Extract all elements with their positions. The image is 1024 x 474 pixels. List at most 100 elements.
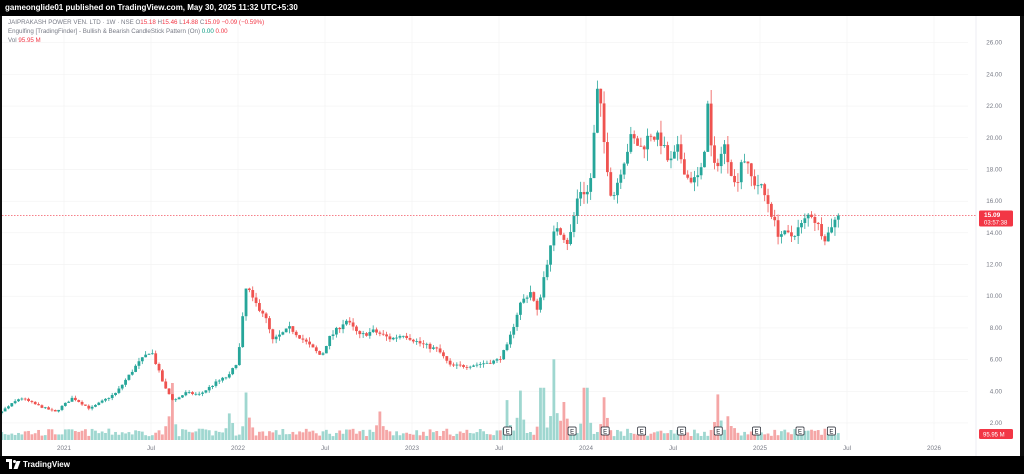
volume-bar [746,434,750,440]
volume-bar [836,433,840,440]
volume-bar [50,429,54,440]
volume-legend[interactable]: Vol 95.95 M [8,37,41,44]
volume-bar [23,431,27,440]
candle [268,318,271,330]
volume-bar [492,435,496,440]
price-tag-countdown: 03:57:38 [984,221,1008,227]
candle [689,177,693,183]
price-tick-label: 20.00 [986,135,1002,142]
candle [803,218,807,224]
candle [164,381,168,389]
volume-bar [84,429,87,440]
volume-bar [592,433,596,440]
volume-bar [723,429,726,440]
volume-bar [375,425,378,440]
volume-bar [385,429,388,440]
volume-bar [368,429,372,440]
candle [495,359,499,361]
volume-bar [271,432,275,440]
candle [726,144,730,163]
candle [612,195,616,196]
volume-bar [525,432,529,440]
candle [599,88,603,104]
volume-bar [790,434,793,440]
candle [311,344,315,348]
symbol-legend[interactable]: JAIPRAKASH POWER VEN. LTD · 1W · NSE O15… [8,19,265,26]
volume-bar [830,434,834,440]
volume-bar [632,433,636,440]
candle [515,314,519,327]
candle [492,360,496,364]
candle [124,379,127,385]
indicator-legend[interactable]: Engulfing [TradingFinder] - Bullish & Be… [8,28,228,35]
volume-bar [154,432,158,440]
volume-bar [241,426,245,440]
volume-bar [13,434,17,440]
time-tick-label: 2026 [927,445,942,452]
earnings-marker-label: E [716,430,720,436]
volume-bar [134,430,138,440]
volume-bar [472,433,475,440]
volume-bar [405,432,409,440]
price-tick-label: 26.00 [986,40,1002,47]
volume-bar [512,430,516,440]
candle [63,402,67,406]
candle [652,136,656,140]
volume-bar [388,431,392,440]
candle [348,320,352,323]
volume-bar [435,431,439,440]
volume-bar [442,430,445,440]
volume-bar [221,432,225,440]
candle [314,347,318,352]
candle [258,303,261,311]
volume-bar [358,431,362,440]
volume-bar [415,430,419,440]
candle [425,343,429,345]
volume-bar [562,402,566,440]
volume-bar [187,431,191,440]
volume-bar [425,435,429,440]
tradingview-logo[interactable]: TradingView [6,459,70,469]
publish-line: gameonglide01 published on TradingView.c… [5,3,298,12]
earnings-marker-label: E [506,430,510,436]
volume-bar [452,436,455,440]
candle [806,214,810,219]
candle [80,401,84,405]
volume-bar [726,416,730,440]
candle [334,327,338,335]
volume-bar [7,434,10,440]
volume-bar [706,435,710,440]
candle [247,288,251,291]
price-tick-label: 16.00 [986,198,1002,205]
volume-bar [314,433,318,440]
candle [642,146,646,150]
volume-bar [217,431,221,440]
earnings-marker [637,426,647,436]
volume-bar [642,431,646,440]
price-tick-label: 2.00 [990,420,1003,427]
volume-bar [619,431,623,440]
volume-bar [806,430,810,440]
candle [659,132,663,146]
candle [649,135,653,137]
candle [261,310,265,314]
volume-bar [776,435,780,440]
earnings-marker-label: E [603,430,607,436]
candle [800,223,803,228]
candle [117,388,121,393]
candle [378,332,382,334]
volume-bar [107,428,111,440]
time-tick-label: Jul [843,445,851,452]
candle [20,398,24,400]
price-tag: 15.09 03:57:38 [979,210,1013,227]
indicator-value-1: 0.00 [201,28,214,35]
candlestick-chart[interactable]: E E E E E E E E E 2.00 4.00 6.00 8.00 10.00 12.00 14.0… [2,16,1020,456]
price-tick-label: 18.00 [986,166,1002,173]
volume-bar [211,435,214,440]
candle [452,364,455,366]
chart-area[interactable]: E E E E E E E E E 2.00 4.00 6.00 8.00 10.00 12.00 14.0… [2,16,1020,456]
volume-bar [549,416,552,440]
candle [629,134,633,152]
volume-bar [432,432,435,440]
time-tick-label: Jul [669,445,677,452]
